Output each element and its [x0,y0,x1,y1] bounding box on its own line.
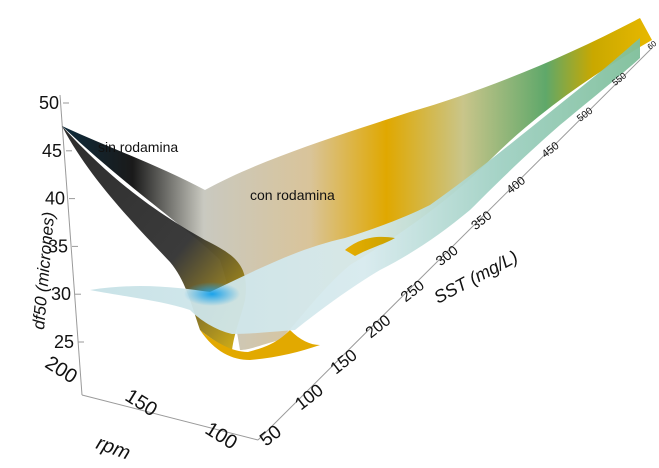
x-tick-label: 150 [327,346,361,378]
z-axis-title: df50 (micrones) [29,211,58,330]
z-axis-line [59,94,83,396]
x-tick-label: 200 [363,312,395,342]
x-tick-label: 50 [256,421,286,451]
z-axis-ticks: 25 30 35 40 45 50 [39,93,84,352]
z-tick-label: 35 [48,236,68,256]
y-axis-ticks: 100 150 200 [41,352,241,454]
y-tick-label: 150 [121,385,161,421]
y-axis-title: rpm [93,432,133,464]
z-tick-label: 30 [51,284,71,304]
z-tick-label: 25 [54,332,74,352]
x-axis-line [257,47,653,441]
x-tick-label: 350 [468,208,494,233]
x-tick-label: 250 [398,277,428,306]
z-tick-label: 45 [42,141,62,161]
annotation-con-rodamina: con rodamina [250,187,335,203]
z-tick-label: 50 [39,93,59,113]
y-tick-label: 100 [201,418,241,454]
surface-front-con-rodamina [90,38,640,334]
surface-back-sin-rodamina [62,18,652,360]
y-tick-label: 200 [41,352,81,388]
x-tick-label: 450 [540,140,562,161]
annotation-sin-rodamina: sin rodamina [98,139,178,155]
y-axis-line [81,394,259,441]
x-tick-label: 400 [504,173,529,197]
axis-frame [59,47,653,441]
x-tick-label: 300 [433,242,461,269]
z-tick-label: 40 [45,189,65,209]
x-tick-label: 100 [291,380,327,414]
